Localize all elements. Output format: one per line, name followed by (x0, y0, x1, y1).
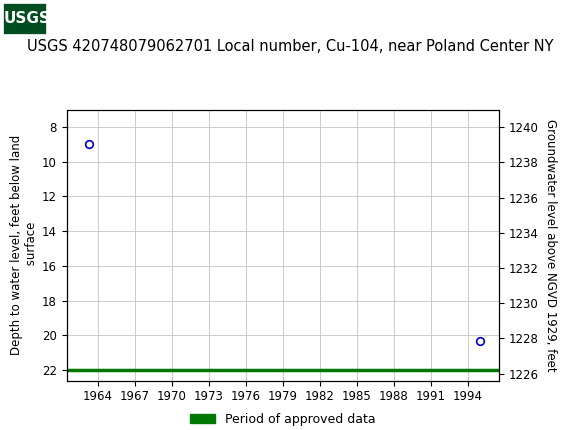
Text: USGS: USGS (4, 11, 51, 26)
Y-axis label: Depth to water level, feet below land
 surface: Depth to water level, feet below land su… (10, 135, 38, 355)
Y-axis label: Groundwater level above NGVD 1929, feet: Groundwater level above NGVD 1929, feet (544, 119, 557, 372)
Text: USGS 420748079062701 Local number, Cu-104, near Poland Center NY: USGS 420748079062701 Local number, Cu-10… (27, 39, 553, 54)
Legend: Period of approved data: Period of approved data (185, 408, 380, 430)
Bar (3, 3, 46, 34)
